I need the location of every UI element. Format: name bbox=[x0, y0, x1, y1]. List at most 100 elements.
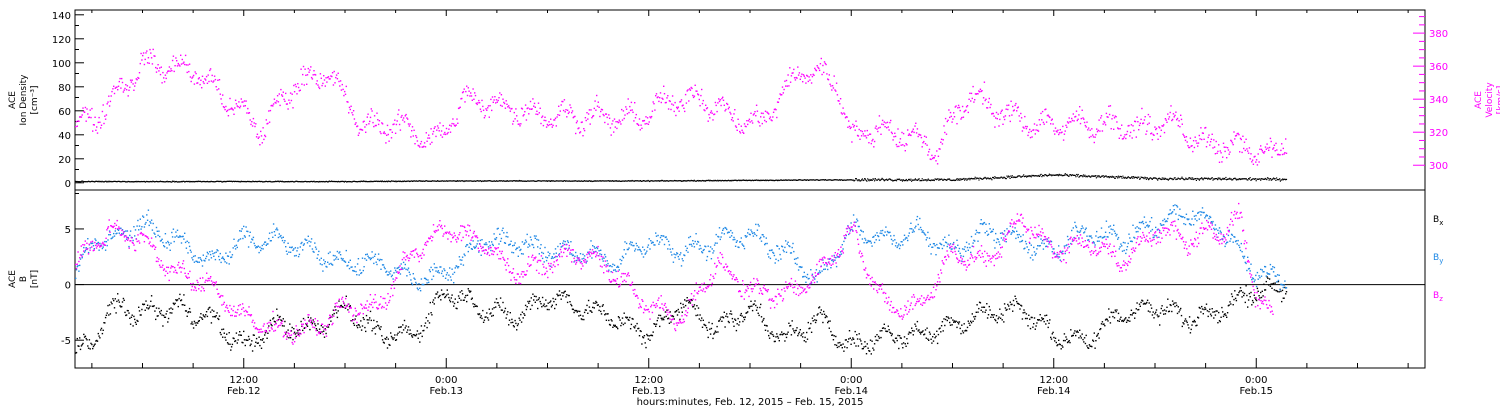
bx-series-point bbox=[316, 328, 317, 329]
velocity-series-point bbox=[130, 80, 131, 81]
velocity-series-point bbox=[492, 96, 493, 97]
velocity-series-point bbox=[533, 106, 534, 107]
bx-series-point bbox=[867, 348, 868, 349]
velocity-series-point bbox=[814, 68, 815, 69]
velocity-series-point bbox=[442, 136, 443, 137]
bx-series-point bbox=[729, 322, 730, 323]
velocity-series-point bbox=[143, 52, 144, 53]
velocity-series-point bbox=[1207, 141, 1208, 142]
velocity-series-point bbox=[177, 65, 178, 66]
by-series-point bbox=[129, 235, 130, 236]
velocity-series-point bbox=[121, 78, 122, 79]
velocity-series-point bbox=[1193, 140, 1194, 141]
bx-series-point bbox=[942, 321, 943, 322]
velocity-series-point bbox=[1045, 109, 1046, 110]
velocity-series-point bbox=[1252, 160, 1253, 161]
by-series-point bbox=[116, 233, 117, 234]
velocity-series-point bbox=[916, 132, 917, 133]
velocity-series-point bbox=[318, 86, 319, 87]
velocity-series-point bbox=[266, 119, 267, 120]
velocity-series-point bbox=[560, 110, 561, 111]
velocity-series-point bbox=[757, 111, 758, 112]
bx-series-point bbox=[522, 312, 523, 313]
bx-series-point bbox=[925, 329, 926, 330]
velocity-series-point bbox=[419, 146, 420, 147]
by-series-point bbox=[235, 248, 236, 249]
velocity-series-point bbox=[588, 113, 589, 114]
bx-series-point bbox=[997, 322, 998, 323]
bx-series-point bbox=[662, 318, 663, 319]
bx-series-point bbox=[446, 294, 447, 295]
velocity-series-point bbox=[1250, 153, 1251, 154]
bx-series-point bbox=[698, 307, 699, 308]
bx-series-point bbox=[1025, 318, 1026, 319]
bx-series-point bbox=[449, 300, 450, 301]
velocity-series-point bbox=[393, 123, 394, 124]
density-point bbox=[1196, 180, 1197, 181]
density-point bbox=[956, 179, 957, 180]
velocity-series-point bbox=[674, 111, 675, 112]
bx-series-point bbox=[1279, 291, 1280, 292]
velocity-series-point bbox=[770, 116, 771, 117]
bx-series-point bbox=[757, 307, 758, 308]
density-point bbox=[862, 178, 863, 179]
density-point bbox=[1144, 178, 1145, 179]
velocity-series-point bbox=[644, 120, 645, 121]
velocity-series-point bbox=[449, 125, 450, 126]
velocity-series-point bbox=[989, 107, 990, 108]
velocity-series-point bbox=[1026, 128, 1027, 129]
velocity-series-point bbox=[776, 117, 777, 118]
velocity-series-point bbox=[867, 130, 868, 131]
bx-series-point bbox=[296, 336, 297, 337]
velocity-series-point bbox=[448, 129, 449, 130]
bx-series-point bbox=[657, 320, 658, 321]
bx-series-point bbox=[838, 346, 839, 347]
x-tick-date: Feb.15 bbox=[1239, 386, 1273, 397]
bx-series-point bbox=[373, 320, 374, 321]
bx-series-point bbox=[603, 310, 604, 311]
velocity-series-point bbox=[132, 80, 133, 81]
velocity-series-point bbox=[522, 108, 523, 109]
velocity-series-point bbox=[943, 139, 944, 140]
velocity-series-point bbox=[710, 112, 711, 113]
by-series-point bbox=[75, 278, 76, 279]
velocity-series-point bbox=[1097, 131, 1098, 132]
velocity-series-point bbox=[687, 89, 688, 90]
bx-series-point bbox=[1098, 337, 1099, 338]
velocity-series-point bbox=[675, 115, 676, 116]
velocity-series-point bbox=[195, 73, 196, 74]
velocity-series-point bbox=[290, 92, 291, 93]
velocity-series-point bbox=[215, 79, 216, 80]
bx-series-point bbox=[780, 334, 781, 335]
bx-series-point bbox=[788, 323, 789, 324]
velocity-series-point bbox=[1199, 135, 1200, 136]
velocity-series-point bbox=[90, 117, 91, 118]
velocity-series-point bbox=[105, 119, 106, 120]
velocity-series-point bbox=[145, 52, 146, 53]
velocity-series-point bbox=[515, 108, 516, 109]
bx-series-point bbox=[1120, 317, 1121, 318]
bx-series-point bbox=[593, 302, 594, 303]
velocity-series-point bbox=[542, 116, 543, 117]
bx-series-point bbox=[1052, 333, 1053, 334]
bx-series-point bbox=[816, 320, 817, 321]
bx-series-point bbox=[864, 341, 865, 342]
bx-series-point bbox=[229, 332, 230, 333]
velocity-series-point bbox=[883, 124, 884, 125]
velocity-series-point bbox=[859, 129, 860, 130]
velocity-series-point bbox=[998, 114, 999, 115]
velocity-series-point bbox=[1104, 122, 1105, 123]
by-series-point bbox=[287, 243, 288, 244]
velocity-series-point bbox=[141, 59, 142, 60]
velocity-series-point bbox=[343, 95, 344, 96]
bx-series-point bbox=[1149, 311, 1150, 312]
velocity-series-point bbox=[908, 135, 909, 136]
bx-series-point bbox=[157, 315, 158, 316]
bx-series-point bbox=[422, 336, 423, 337]
bx-series-point bbox=[607, 313, 608, 314]
bx-series-point bbox=[1167, 299, 1168, 300]
bx-series-point bbox=[445, 296, 446, 297]
bx-series-point bbox=[661, 318, 662, 319]
velocity-series-point bbox=[722, 97, 723, 98]
bx-series-point bbox=[216, 312, 217, 313]
